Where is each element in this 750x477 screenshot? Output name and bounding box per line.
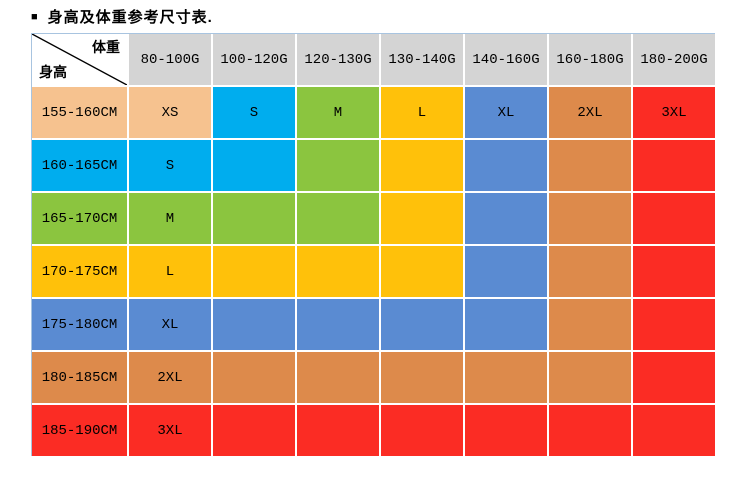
size-cell — [297, 193, 379, 244]
weight-axis-label: 体重 — [92, 39, 120, 55]
size-cell — [465, 246, 547, 297]
row-label: 185-190CM — [32, 405, 127, 456]
column-header: 100-120G — [213, 34, 295, 85]
size-cell — [213, 193, 295, 244]
size-cell — [549, 352, 631, 403]
size-cell — [213, 246, 295, 297]
size-cell: 2XL — [129, 352, 211, 403]
size-cell — [381, 193, 463, 244]
size-cell: M — [129, 193, 211, 244]
column-header: 140-160G — [465, 34, 547, 85]
size-cell — [549, 246, 631, 297]
column-header: 160-180G — [549, 34, 631, 85]
size-cell — [297, 352, 379, 403]
size-cell — [381, 140, 463, 191]
size-cell — [381, 352, 463, 403]
size-cell — [465, 140, 547, 191]
size-cell — [213, 405, 295, 456]
corner-cell: 体重 身高 — [32, 34, 127, 85]
size-cell — [549, 405, 631, 456]
row-label: 165-170CM — [32, 193, 127, 244]
size-cell — [213, 299, 295, 350]
diagonal-line — [32, 34, 127, 85]
size-cell — [381, 405, 463, 456]
size-cell — [633, 405, 715, 456]
size-cell: S — [213, 87, 295, 138]
size-cell — [633, 246, 715, 297]
size-cell: XL — [129, 299, 211, 350]
size-cell — [465, 299, 547, 350]
size-cell — [297, 140, 379, 191]
size-cell — [549, 299, 631, 350]
row-label: 155-160CM — [32, 87, 127, 138]
size-cell — [297, 299, 379, 350]
size-cell — [633, 140, 715, 191]
size-cell — [549, 140, 631, 191]
size-table: 体重 身高 80-100G 100-120G 120-130G 130-140G 140… — [31, 33, 715, 456]
size-cell — [465, 352, 547, 403]
size-cell: M — [297, 87, 379, 138]
size-cell: S — [129, 140, 211, 191]
size-cell: 3XL — [633, 87, 715, 138]
column-header: 130-140G — [381, 34, 463, 85]
size-cell: 3XL — [129, 405, 211, 456]
size-cell — [633, 299, 715, 350]
column-header: 180-200G — [633, 34, 715, 85]
size-cell — [381, 299, 463, 350]
size-cell — [549, 193, 631, 244]
page-title-text: 身高及体重参考尺寸表. — [47, 9, 213, 26]
size-cell — [213, 140, 295, 191]
row-label: 180-185CM — [32, 352, 127, 403]
row-label: 175-180CM — [32, 299, 127, 350]
column-header: 80-100G — [129, 34, 211, 85]
row-label: 170-175CM — [32, 246, 127, 297]
size-cell — [465, 193, 547, 244]
size-cell: XL — [465, 87, 547, 138]
size-cell — [297, 405, 379, 456]
column-header: 120-130G — [297, 34, 379, 85]
size-cell — [633, 193, 715, 244]
size-cell: L — [381, 87, 463, 138]
size-cell — [633, 352, 715, 403]
size-cell: L — [129, 246, 211, 297]
size-cell — [297, 246, 379, 297]
size-cell — [213, 352, 295, 403]
size-cell — [465, 405, 547, 456]
size-cell: 2XL — [549, 87, 631, 138]
size-cell — [381, 246, 463, 297]
square-bullet-icon: ■ — [31, 11, 39, 23]
height-axis-label: 身高 — [39, 64, 67, 80]
size-cell: XS — [129, 87, 211, 138]
row-label: 160-165CM — [32, 140, 127, 191]
page-title: ■ 身高及体重参考尺寸表. — [31, 6, 213, 27]
